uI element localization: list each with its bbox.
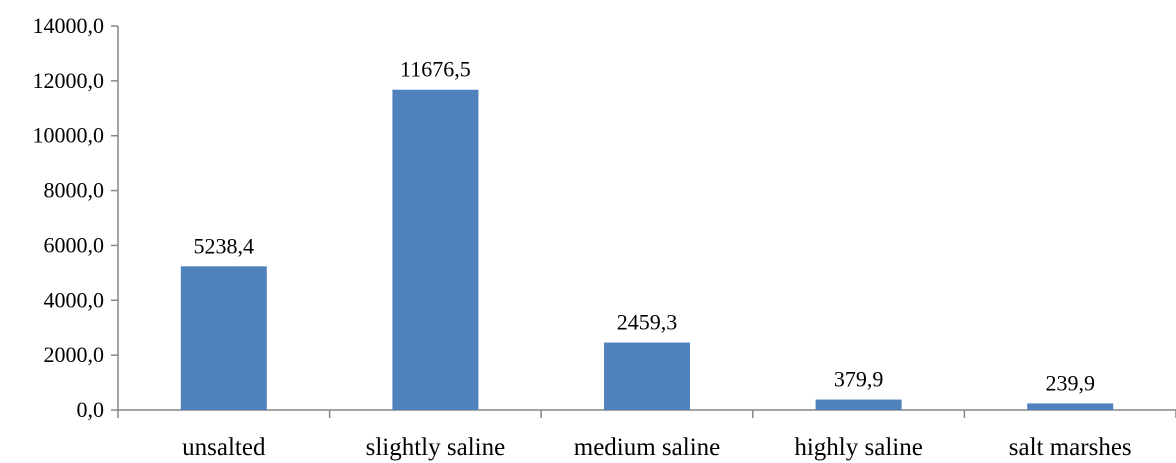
bar: [392, 90, 478, 410]
y-tick-label: 14000,0: [33, 13, 105, 38]
bars: [181, 90, 1113, 410]
bar: [604, 343, 690, 410]
data-label: 5238,4: [194, 233, 255, 258]
x-tick-label: slightly saline: [366, 434, 506, 461]
y-tick-label: 10000,0: [33, 123, 105, 148]
data-label: 239,9: [1045, 370, 1095, 395]
x-axis-ticks: [118, 410, 1176, 418]
y-tick-label: 8000,0: [44, 178, 105, 203]
x-tick-label: medium saline: [574, 434, 721, 461]
data-label: 11676,5: [400, 57, 471, 82]
y-tick-label: 2000,0: [44, 342, 105, 367]
x-tick-label: unsalted: [182, 434, 266, 461]
y-tick-label: 0,0: [77, 397, 105, 422]
data-label: 2459,3: [617, 310, 678, 335]
bar: [1027, 403, 1113, 410]
y-tick-label: 4000,0: [44, 287, 105, 312]
bar: [816, 400, 902, 410]
category-labels: unsalted slightly saline medium saline high…: [182, 434, 1132, 461]
y-tick-label: 12000,0: [33, 68, 105, 93]
data-label: 379,9: [834, 367, 884, 392]
x-tick-label: highly saline: [794, 434, 922, 461]
y-tick-label: 6000,0: [44, 232, 105, 257]
x-tick-label: salt marshes: [1009, 434, 1132, 461]
y-axis-ticks: 0,0 2000,0 4000,0 6000,0 8000,0 10000,0 12000,…: [33, 13, 119, 422]
bar: [181, 266, 267, 410]
